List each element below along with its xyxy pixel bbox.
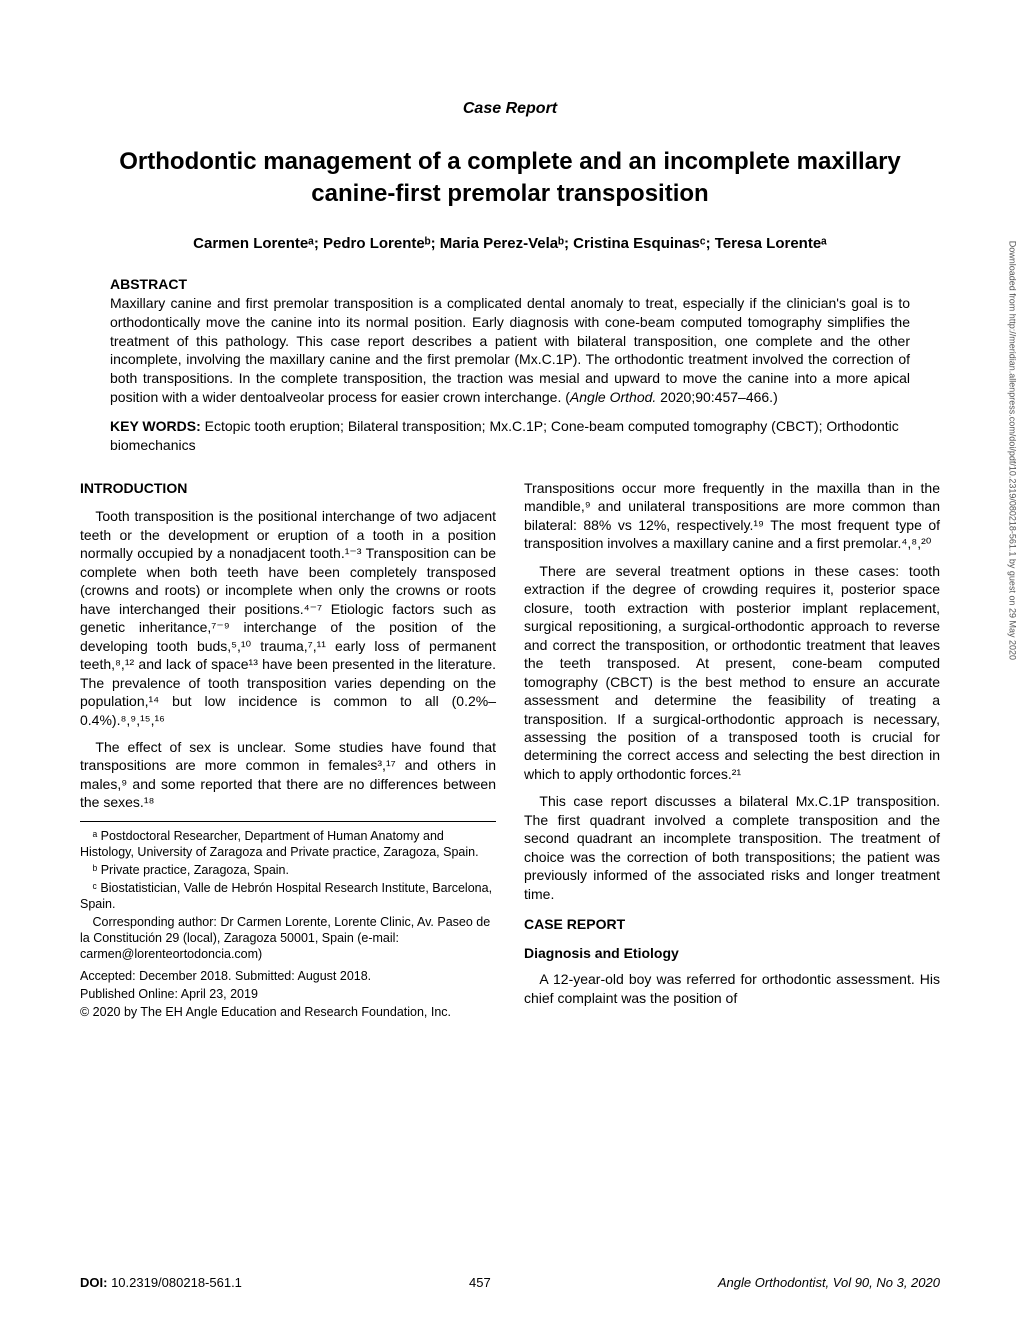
affiliation-a: ᵃ Postdoctoral Researcher, Department of… [80, 828, 496, 860]
accepted-line: Accepted: December 2018. Submitted: Augu… [80, 968, 496, 984]
abstract-block: ABSTRACT Maxillary canine and first prem… [110, 276, 910, 455]
abstract-heading: ABSTRACT [110, 276, 910, 292]
affiliation-c: ᶜ Biostatistician, Valle de Hebrón Hospi… [80, 880, 496, 912]
corresponding-author: Corresponding author: Dr Carmen Lorente,… [80, 914, 496, 962]
page-footer: DOI: 10.2319/080218-561.1 457 Angle Orth… [80, 1275, 940, 1290]
diagnosis-heading: Diagnosis and Etiology [524, 944, 940, 962]
right-para-3: This case report discusses a bilateral M… [524, 792, 940, 903]
abstract-citation: Angle Orthod. [570, 389, 656, 405]
abstract-citation-tail: 2020;90:457–466.) [656, 389, 777, 405]
affiliation-separator [80, 821, 496, 822]
keywords-label: KEY WORDS: [110, 418, 201, 434]
keywords-line: KEY WORDS: Ectopic tooth eruption; Bilat… [110, 417, 910, 455]
introduction-heading: INTRODUCTION [80, 479, 496, 497]
copyright-line: © 2020 by The EH Angle Education and Res… [80, 1004, 496, 1020]
journal-info: Angle Orthodontist, Vol 90, No 3, 2020 [718, 1275, 940, 1290]
article-title: Orthodontic management of a complete and… [80, 146, 940, 211]
published-line: Published Online: April 23, 2019 [80, 986, 496, 1002]
affiliation-b: ᵇ Private practice, Zaragoza, Spain. [80, 862, 496, 878]
intro-para-1: Tooth transposition is the positional in… [80, 507, 496, 729]
case-report-label: Case Report [80, 100, 940, 118]
doi-value: 10.2319/080218-561.1 [111, 1275, 242, 1290]
doi-block: DOI: 10.2319/080218-561.1 [80, 1275, 242, 1290]
right-para-1: Transpositions occur more frequently in … [524, 479, 940, 553]
authors-line: Carmen Lorenteᵃ; Pedro Lorenteᵇ; Maria P… [80, 235, 940, 252]
left-column: INTRODUCTION Tooth transposition is the … [80, 479, 496, 1022]
abstract-body: Maxillary canine and first premolar tran… [110, 294, 910, 407]
page-number: 457 [469, 1275, 491, 1290]
right-para-2: There are several treatment options in t… [524, 562, 940, 784]
doi-label: DOI: [80, 1275, 111, 1290]
keywords-body: Ectopic tooth eruption; Bilateral transp… [110, 418, 899, 453]
download-watermark: Downloaded from http://meridian.allenpre… [1007, 241, 1017, 660]
case-report-heading: CASE REPORT [524, 915, 940, 933]
intro-para-2: The effect of sex is unclear. Some studi… [80, 738, 496, 812]
abstract-text: Maxillary canine and first premolar tran… [110, 295, 910, 405]
right-para-4: A 12-year-old boy was referred for ortho… [524, 970, 940, 1007]
two-column-body: INTRODUCTION Tooth transposition is the … [80, 479, 940, 1022]
right-column: Transpositions occur more frequently in … [524, 479, 940, 1022]
